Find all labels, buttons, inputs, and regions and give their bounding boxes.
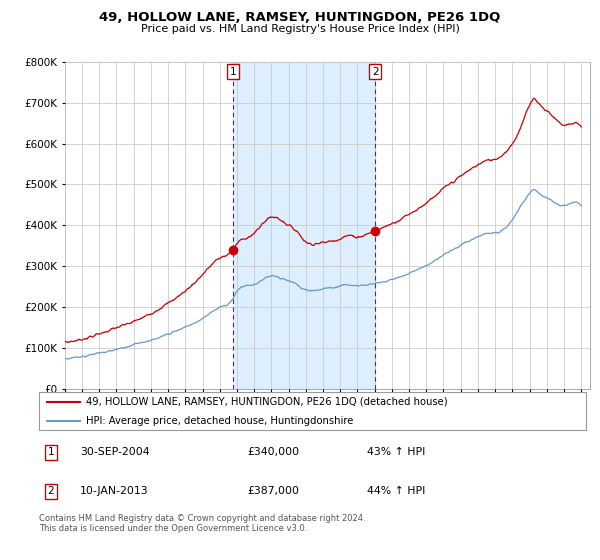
FancyBboxPatch shape <box>39 392 586 430</box>
Text: £340,000: £340,000 <box>247 447 299 457</box>
Text: 2: 2 <box>372 67 379 77</box>
Text: 49, HOLLOW LANE, RAMSEY, HUNTINGDON, PE26 1DQ: 49, HOLLOW LANE, RAMSEY, HUNTINGDON, PE2… <box>100 11 500 24</box>
Text: 1: 1 <box>229 67 236 77</box>
Text: 49, HOLLOW LANE, RAMSEY, HUNTINGDON, PE26 1DQ (detached house): 49, HOLLOW LANE, RAMSEY, HUNTINGDON, PE2… <box>86 396 447 407</box>
Bar <box>233 62 375 389</box>
Text: Price paid vs. HM Land Registry's House Price Index (HPI): Price paid vs. HM Land Registry's House … <box>140 24 460 34</box>
Text: 30-SEP-2004: 30-SEP-2004 <box>80 447 149 457</box>
Text: 44% ↑ HPI: 44% ↑ HPI <box>367 487 425 497</box>
Text: 10-JAN-2013: 10-JAN-2013 <box>80 487 149 497</box>
Text: 43% ↑ HPI: 43% ↑ HPI <box>367 447 425 457</box>
Text: Contains HM Land Registry data © Crown copyright and database right 2024.
This d: Contains HM Land Registry data © Crown c… <box>39 514 365 534</box>
Text: £387,000: £387,000 <box>247 487 299 497</box>
Text: 1: 1 <box>48 447 55 457</box>
Text: HPI: Average price, detached house, Huntingdonshire: HPI: Average price, detached house, Hunt… <box>86 416 353 426</box>
Text: 2: 2 <box>48 487 55 497</box>
